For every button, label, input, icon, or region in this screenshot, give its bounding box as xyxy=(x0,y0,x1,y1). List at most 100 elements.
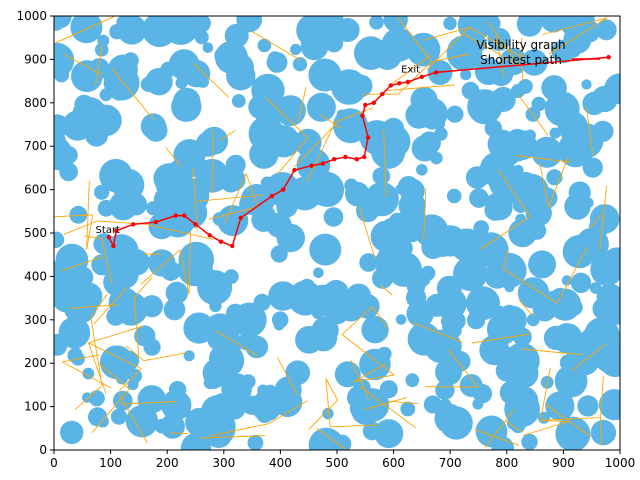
obstacle-blob xyxy=(144,118,168,142)
obstacle-blob xyxy=(285,360,311,386)
obstacle-blob xyxy=(125,405,159,438)
annotation-label: Start xyxy=(96,225,121,236)
obstacle-blob xyxy=(577,20,601,43)
obstacle-blob xyxy=(276,196,298,218)
x-tick-label: 100 xyxy=(99,456,122,470)
obstacle-blob xyxy=(541,75,567,101)
obstacle-blob xyxy=(474,57,503,85)
obstacle-blob xyxy=(351,395,382,425)
obstacle-blob xyxy=(160,261,181,281)
obstacle-blob xyxy=(425,293,449,317)
obstacle-blob xyxy=(249,139,279,169)
obstacle-blob xyxy=(309,233,342,266)
obstacle-blob xyxy=(248,95,273,119)
obstacle-blob xyxy=(257,38,272,53)
obstacle-blob xyxy=(231,94,246,108)
obstacle-blob xyxy=(359,253,378,272)
obstacle-blob xyxy=(504,391,540,428)
obstacle-blob xyxy=(54,281,83,313)
obstacle-blob xyxy=(395,314,407,325)
obstacle-blob xyxy=(142,16,177,48)
obstacle-blob xyxy=(165,281,188,304)
obstacle-blob xyxy=(596,283,620,311)
obstacle-blob xyxy=(604,73,620,105)
obstacle-blob xyxy=(311,316,339,344)
obstacle-blob xyxy=(531,96,547,112)
x-tick-label: 600 xyxy=(382,456,405,470)
obstacle-blob xyxy=(407,322,441,356)
x-tick-label: 300 xyxy=(212,456,235,470)
y-tick-label: 0 xyxy=(39,443,47,457)
obstacle-blob xyxy=(435,380,455,400)
obstacle-blob xyxy=(557,131,594,168)
obstacle-blob xyxy=(377,346,392,362)
shortest-path-point xyxy=(606,55,611,60)
obstacle-blob xyxy=(225,154,246,175)
obstacle-blob xyxy=(434,127,448,141)
obstacle-blob xyxy=(59,420,84,445)
annotation-label: Exit xyxy=(401,64,420,75)
shortest-path-point xyxy=(173,213,178,218)
obstacle-blob xyxy=(178,241,214,278)
shortest-path-point xyxy=(388,83,393,88)
obstacle-blob xyxy=(54,231,65,248)
obstacle-blob xyxy=(74,94,94,115)
obstacle-blob xyxy=(469,188,489,208)
obstacle-blob xyxy=(54,336,68,356)
obstacle-blob xyxy=(472,398,484,410)
obstacle-blob xyxy=(399,178,425,204)
y-tick-label: 500 xyxy=(24,226,47,240)
x-tick-label: 1000 xyxy=(605,456,636,470)
obstacle-blob xyxy=(196,75,209,88)
obstacle-blob xyxy=(275,95,306,126)
obstacle-blob xyxy=(450,228,484,262)
obstacle-blob xyxy=(562,234,597,269)
obstacle-blob xyxy=(532,297,557,322)
obstacle-blob xyxy=(323,207,344,227)
obstacle-blob xyxy=(209,343,239,374)
obstacle-blob xyxy=(200,126,229,155)
obstacle-blob xyxy=(555,416,591,450)
obstacle-blob xyxy=(314,16,344,32)
obstacle-blob xyxy=(298,278,316,296)
shortest-path-layer xyxy=(106,55,611,249)
shortest-path-point xyxy=(153,219,159,225)
obstacle-blob xyxy=(300,32,329,61)
obstacle-blob xyxy=(518,79,533,94)
obstacle-blob xyxy=(561,275,573,286)
obstacle-blob xyxy=(266,212,292,238)
obstacle-blob xyxy=(460,69,472,81)
obstacle-blob xyxy=(520,49,548,76)
annotations: Exit Start xyxy=(96,64,421,236)
x-tick-label: 0 xyxy=(50,456,58,470)
x-tick-label: 900 xyxy=(552,456,575,470)
x-tick-label: 500 xyxy=(326,456,349,470)
obstacle-blob xyxy=(504,282,515,293)
obstacle-blob xyxy=(97,34,110,47)
obstacle-blob xyxy=(335,18,360,42)
legend-label: Visibility graph xyxy=(476,38,565,52)
obstacle-blob xyxy=(479,335,510,366)
obstacle-blob xyxy=(266,120,283,137)
x-tick-label: 400 xyxy=(269,456,292,470)
obstacle-blob xyxy=(453,256,488,292)
x-tick-label: 700 xyxy=(439,456,462,470)
shortest-path-point xyxy=(365,135,371,140)
obstacle-blob xyxy=(58,316,91,349)
obstacle-blob xyxy=(273,320,285,331)
obstacle-blob xyxy=(103,268,132,297)
shortest-path-point xyxy=(193,222,198,227)
shortest-path-point xyxy=(371,100,376,106)
obstacle-blob xyxy=(495,359,518,382)
obstacle-blob xyxy=(115,372,128,385)
obstacle-blob xyxy=(362,421,382,441)
obstacle-blob xyxy=(446,35,483,71)
obstacle-blob xyxy=(183,350,195,362)
obstacle-blob xyxy=(479,166,491,178)
obstacle-blob xyxy=(405,373,420,388)
shortest-path-point xyxy=(292,167,297,173)
obstacle-blob xyxy=(256,406,274,423)
shortest-path-point xyxy=(343,154,348,160)
obstacle-blob xyxy=(382,189,396,203)
